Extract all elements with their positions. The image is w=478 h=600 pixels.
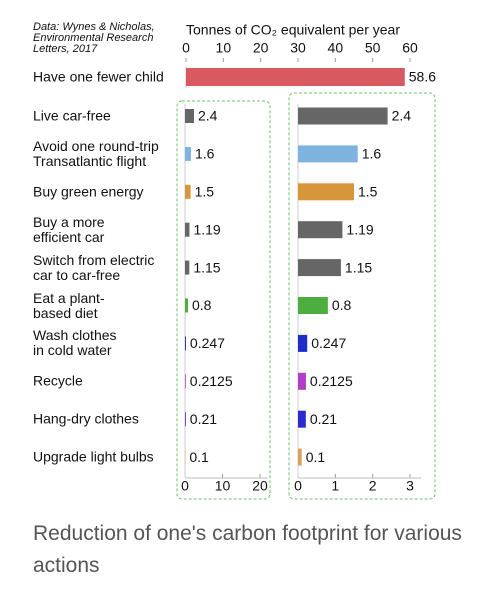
x-tick-label: 50 [365, 40, 381, 56]
bar [298, 145, 358, 163]
bar [298, 183, 354, 201]
value-label: 58.6 [409, 69, 436, 85]
category-label: Upgrade light bulbs [33, 448, 154, 465]
bar [298, 221, 343, 239]
zoom-box-left [176, 100, 271, 500]
value-label: 0.1 [306, 449, 326, 465]
value-label: 1.15 [193, 259, 220, 275]
bar [185, 222, 190, 237]
value-label: 2.4 [392, 108, 412, 124]
bar [298, 334, 308, 352]
bar [298, 372, 306, 390]
x-tick-label: 0 [182, 40, 190, 56]
x-tick-label: 3 [406, 478, 414, 494]
category-label: Buy a more efficient car [33, 213, 105, 245]
bar [298, 410, 306, 428]
value-label: 0.8 [192, 297, 212, 313]
x-tick-label: 40 [328, 40, 344, 56]
value-label: 1.19 [346, 221, 373, 237]
bar [185, 374, 186, 389]
value-label: 0.2125 [310, 373, 353, 389]
x-tick-label: 1 [331, 478, 339, 494]
value-label: 0.21 [310, 411, 337, 427]
x-tick-label: 0 [294, 478, 302, 494]
bar [298, 107, 388, 125]
value-label: 2.4 [198, 108, 218, 124]
x-tick-label: 10 [216, 40, 232, 56]
value-label: 1.5 [358, 184, 378, 200]
value-label: 1.6 [195, 146, 215, 162]
value-label: 0.8 [332, 297, 352, 313]
category-label: Buy green energy [33, 183, 144, 200]
value-label: 0.247 [190, 335, 225, 351]
category-label: Switch from electric car to car-free [33, 251, 155, 283]
bar [298, 448, 302, 466]
bar [185, 336, 186, 351]
x-tick-label: 20 [253, 40, 269, 56]
category-label: Recycle [33, 372, 83, 389]
category-label: Have one fewer child [33, 68, 164, 85]
x-tick-label: 10 [215, 478, 231, 494]
category-label: Avoid one round-trip Transatlantic fligh… [33, 137, 159, 169]
value-label: 0.21 [190, 411, 217, 427]
bar [298, 259, 341, 277]
source-note: Data: Wynes & Nicholas, Environmental Re… [33, 21, 155, 55]
caption: Reduction of one's carbon footprint for … [33, 522, 462, 577]
category-label: Wash clothes in cold water [33, 327, 117, 359]
category-label: Eat a plant- based diet [33, 289, 105, 321]
x-tick-label: 60 [402, 40, 418, 56]
bar [185, 260, 190, 275]
x-tick-label: 20 [252, 478, 268, 494]
value-label: 1.6 [362, 146, 382, 162]
bar [185, 184, 191, 199]
x-tick-label: 2 [369, 478, 377, 494]
value-label: 1.5 [195, 184, 215, 200]
bar [185, 109, 194, 123]
bar [185, 412, 186, 427]
bar [298, 297, 328, 314]
value-label: 0.2125 [190, 373, 233, 389]
bar [186, 68, 405, 86]
zoom-box-right [288, 92, 436, 500]
bar [185, 146, 191, 161]
value-label: 0.1 [189, 449, 209, 465]
category-label: Hang-dry clothes [33, 410, 139, 427]
x-tick-label: 0 [181, 478, 189, 494]
bar [185, 298, 188, 313]
value-label: 0.247 [311, 335, 346, 351]
chart-title: Tonnes of CO₂ equivalent per year [186, 22, 400, 38]
value-label: 1.19 [193, 221, 220, 237]
value-label: 1.15 [345, 259, 372, 275]
category-label: Live car-free [33, 107, 111, 124]
x-tick-label: 30 [290, 40, 306, 56]
